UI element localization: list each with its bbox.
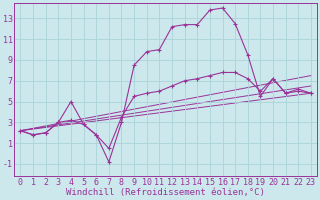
X-axis label: Windchill (Refroidissement éolien,°C): Windchill (Refroidissement éolien,°C) (66, 188, 265, 197)
